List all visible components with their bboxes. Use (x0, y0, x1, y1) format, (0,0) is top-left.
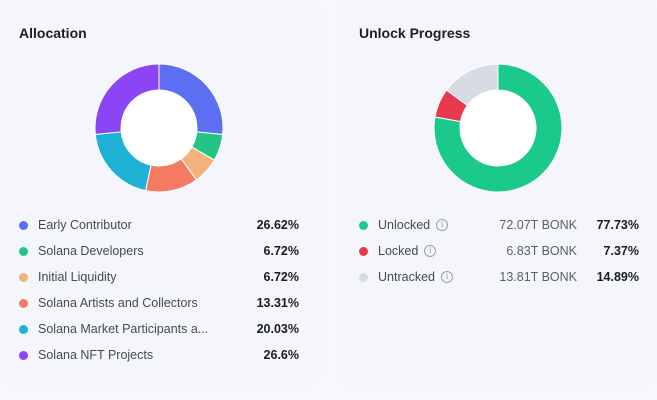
unlock-donut-chart (433, 63, 563, 193)
legend-amount: 13.81T BONK (499, 270, 577, 284)
legend-label: Solana Developers (38, 244, 144, 258)
legend-percent: 6.72% (263, 270, 299, 284)
legend-dot (359, 272, 368, 282)
allocation-title: Allocation (19, 25, 87, 41)
legend-dot (19, 324, 28, 334)
legend-amount: 6.83T BONK (506, 244, 577, 258)
legend-item-untracked[interactable]: Untracked i 13.81T BONK 14.89% (359, 268, 639, 286)
legend-label: Initial Liquidity (38, 270, 117, 284)
allocation-card: Allocation Early Contributor 26.62% Solana… (0, 0, 322, 386)
unlock-progress-card: Unlock Progress Unlocked i 72.07T BONK 77.7… (335, 0, 657, 386)
legend-percent: 77.73% (596, 218, 639, 232)
legend-dot (359, 220, 368, 230)
legend-label: Solana Market Participants a... (38, 322, 209, 336)
legend-item-early-contributor[interactable]: Early Contributor 26.62% (19, 216, 299, 234)
unlock-donut-hole (460, 90, 536, 166)
legend-item-solana-developers[interactable]: Solana Developers 6.72% (19, 242, 299, 260)
legend-amount: 72.07T BONK (499, 218, 577, 232)
legend-dot (19, 298, 28, 308)
legend-percent: 7.37% (603, 244, 639, 258)
unlock-title: Unlock Progress (359, 25, 471, 41)
legend-item-initial-liquidity[interactable]: Initial Liquidity 6.72% (19, 268, 299, 286)
legend-percent: 26.62% (256, 218, 299, 232)
legend-item-locked[interactable]: Locked i 6.83T BONK 7.37% (359, 242, 639, 260)
allocation-donut-hole (121, 90, 197, 166)
info-icon[interactable]: i (440, 271, 453, 283)
legend-dot (19, 350, 28, 360)
legend-label: Unlocked (378, 218, 431, 232)
legend-percent: 6.72% (263, 244, 299, 258)
info-icon[interactable]: i (436, 219, 449, 231)
legend-percent: 20.03% (256, 322, 299, 336)
legend-dot (359, 246, 368, 256)
legend-percent: 26.6% (263, 348, 299, 362)
allocation-donut-chart (94, 63, 224, 193)
legend-dot (19, 272, 28, 282)
legend-item-unlocked[interactable]: Unlocked i 72.07T BONK 77.73% (359, 216, 639, 234)
legend-item-solana-nft-projects[interactable]: Solana NFT Projects 26.6% (19, 346, 299, 364)
legend-label: Early Contributor (38, 218, 132, 232)
legend-percent: 13.31% (256, 296, 299, 310)
legend-label: Locked (378, 244, 419, 258)
legend-label: Solana NFT Projects (38, 348, 154, 362)
legend-label: Solana Artists and Collectors (38, 296, 198, 310)
legend-dot (19, 246, 28, 256)
legend-item-solana-artists-and-collectors[interactable]: Solana Artists and Collectors 13.31% (19, 294, 299, 312)
legend-label: Untracked (378, 270, 435, 284)
legend-item-solana-market-participants-a[interactable]: Solana Market Participants a... 20.03% (19, 320, 299, 338)
legend-percent: 14.89% (596, 270, 639, 284)
info-icon[interactable]: i (424, 245, 437, 257)
legend-dot (19, 220, 28, 230)
